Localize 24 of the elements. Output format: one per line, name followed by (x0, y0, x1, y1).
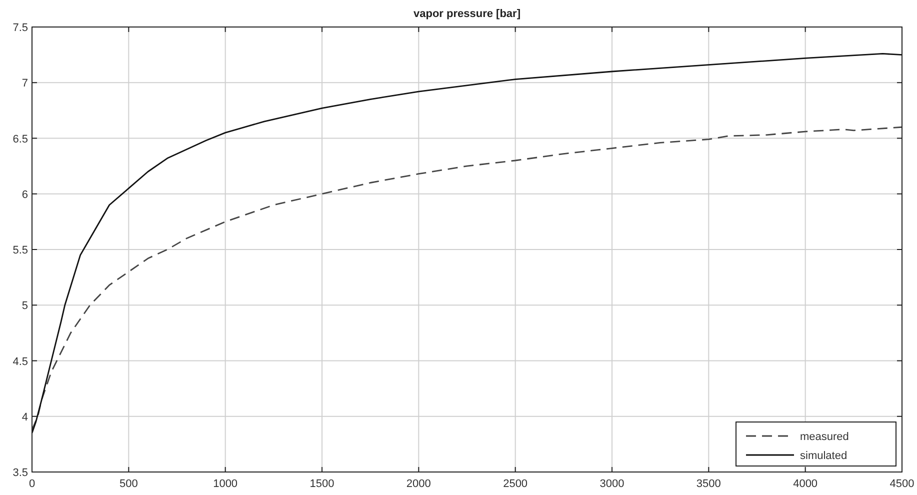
y-tick-label: 4.5 (12, 356, 28, 368)
y-tick-label: 6.5 (12, 133, 28, 146)
x-tick-label: 500 (119, 478, 138, 490)
y-tick-label: 3.5 (12, 467, 28, 479)
x-tick-label: 3500 (696, 478, 721, 490)
x-tick-label: 3000 (600, 478, 624, 490)
x-tick-label: 1500 (310, 478, 334, 490)
y-tick-label: 5.5 (12, 244, 28, 256)
x-tick-label: 1000 (213, 478, 238, 490)
x-tick-label: 4000 (793, 478, 818, 490)
x-tick-label: 2000 (406, 478, 431, 490)
x-tick-label: 4500 (890, 478, 914, 490)
y-tick-label: 5 (22, 300, 28, 312)
y-tick-label: 4 (22, 411, 28, 424)
legend-label: measured (800, 431, 849, 443)
chart-title: vapor pressure [bar] (414, 8, 521, 20)
x-tick-label: 0 (28, 478, 36, 490)
y-tick-label: 7.5 (12, 22, 28, 34)
line-series (31, 53, 903, 434)
y-tick-label: 6 (22, 188, 28, 201)
y-tick-label: 7 (22, 78, 28, 90)
x-tick-label: 2500 (503, 478, 528, 490)
line-series (31, 126, 903, 430)
legend-label: simulated (800, 450, 848, 462)
